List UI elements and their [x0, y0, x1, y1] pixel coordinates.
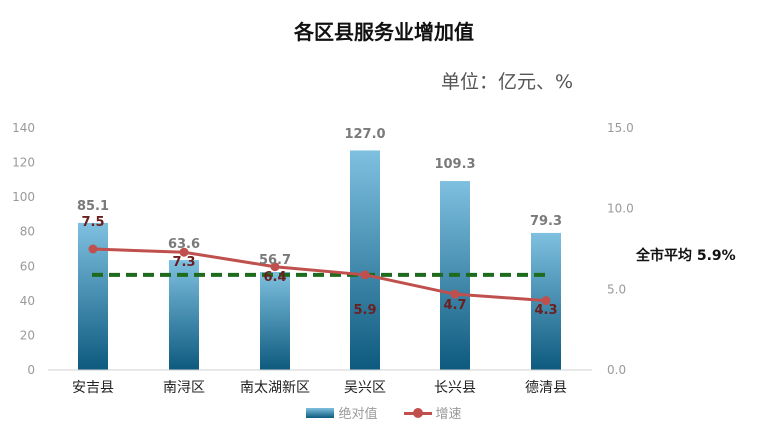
x-tick-label: 德清县 [525, 380, 567, 396]
legend-item-line: 增速 [403, 403, 462, 422]
rate-value-label: 7.3 [172, 255, 195, 270]
x-tick-label: 南太湖新区 [240, 380, 310, 396]
x-tick-label: 长兴县 [434, 380, 476, 396]
average-label: 全市平均 5.9% [636, 248, 736, 264]
y-left-tick-label: 120 [12, 156, 35, 170]
y-right-tick-label: 15.0 [607, 121, 634, 135]
bar-value-label: 85.1 [77, 199, 109, 214]
growth-rate-point [88, 244, 98, 254]
y-left-tick-label: 0 [27, 363, 35, 377]
bar [350, 150, 380, 370]
unit-label: 单位：亿元、% [441, 71, 574, 93]
growth-rate-point [179, 247, 189, 257]
x-tick-label: 南浔区 [163, 380, 205, 396]
growth-rate-line [92, 247, 547, 303]
legend-line-swatch [403, 407, 432, 418]
y-right-tick-label: 0.0 [607, 363, 626, 377]
growth-rate-point [450, 289, 460, 299]
growth-rate-point [541, 296, 551, 306]
rate-value-label: 6.4 [263, 270, 286, 285]
legend-item-bar: 绝对值 [306, 403, 378, 422]
y-left-tick-label: 100 [12, 190, 35, 204]
y-left-tick-label: 60 [20, 259, 35, 273]
y-left-tick-label: 40 [20, 294, 35, 308]
bar [260, 271, 290, 370]
rate-value-label: 5.9 [353, 303, 376, 318]
growth-rate-point [360, 270, 370, 280]
y-left-tick-label: 20 [20, 328, 35, 342]
rate-value-label: 7.5 [81, 215, 104, 230]
legend-bar-label: 绝对值 [338, 407, 378, 422]
x-tick-label: 吴兴区 [344, 380, 386, 396]
y-right-tick-label: 10.0 [607, 202, 634, 216]
legend-line-label: 增速 [435, 407, 462, 422]
bar-value-label: 56.7 [259, 253, 291, 268]
rate-value-label: 4.7 [443, 298, 466, 313]
bar-value-label: 127.0 [344, 127, 385, 142]
chart-title: 各区县服务业增加值 [294, 20, 474, 44]
y-left-tick-label: 140 [12, 121, 35, 135]
legend-bar-swatch [306, 407, 335, 418]
bar-value-label: 63.6 [168, 237, 200, 252]
x-tick-label: 安吉县 [72, 380, 114, 396]
growth-rate-point [270, 262, 280, 272]
bar-value-label: 79.3 [530, 214, 562, 229]
y-right-tick-label: 5.0 [607, 282, 626, 296]
bar-value-label: 109.3 [434, 157, 475, 172]
rate-value-label: 4.3 [534, 303, 557, 318]
chart-legend: 绝对值 增速 [0, 403, 768, 422]
y-left-tick-label: 80 [20, 225, 35, 239]
bar [169, 260, 199, 370]
